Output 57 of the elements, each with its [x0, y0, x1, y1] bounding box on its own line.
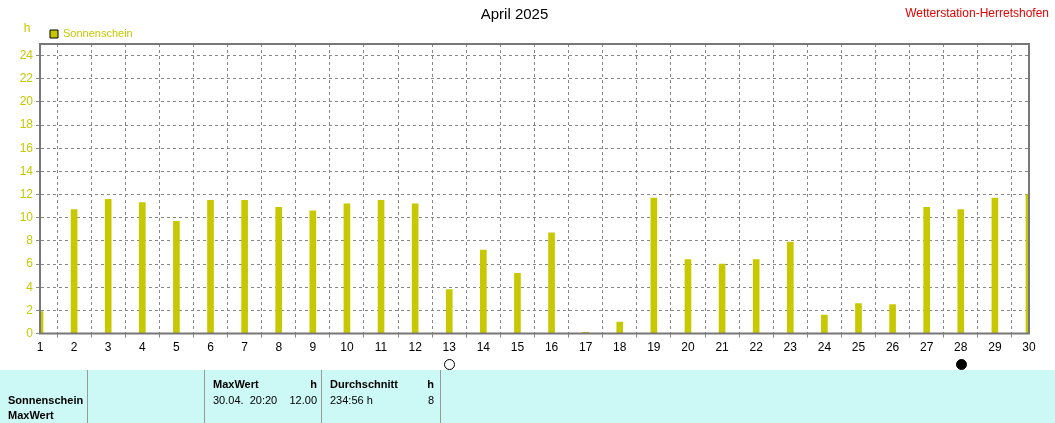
text: Durchschnitt: [330, 378, 398, 390]
x-tick-label: 7: [241, 340, 249, 355]
y-tick-label: 20: [19, 94, 34, 109]
text: 12.00: [289, 394, 317, 406]
y-tick-label: 4: [26, 279, 34, 294]
text: Wetterstation-Herretshofen: [905, 6, 1049, 20]
x-tick-label: 28: [954, 340, 968, 355]
x-tick-label: 15: [510, 340, 525, 355]
y-axis-title: h: [23, 21, 31, 35]
x-tick-label: 18: [613, 340, 627, 355]
text: Sonnenschein: [8, 394, 84, 406]
x-tick-label: 2: [70, 340, 78, 355]
y-tick-label: 0: [26, 325, 34, 340]
x-tick-label: 26: [885, 340, 900, 355]
x-tick-label: 30: [1022, 340, 1036, 355]
y-tick-label: 8: [26, 233, 34, 248]
y-tick-label: 24: [19, 47, 34, 62]
y-tick-label: 22: [19, 71, 34, 86]
y-tick-label: 16: [19, 140, 34, 155]
x-tick-label: 10: [340, 340, 354, 355]
x-tick-label: 27: [920, 340, 934, 355]
x-tick-label: 9: [309, 340, 317, 355]
text: 8: [427, 394, 434, 406]
x-tick-label: 13: [442, 340, 457, 355]
x-tick-label: 24: [817, 340, 832, 355]
x-tick-label: 5: [173, 340, 181, 355]
x-tick-label: 19: [647, 340, 661, 355]
text: h: [427, 378, 434, 390]
legend-label: Sonnenschein: [63, 27, 133, 40]
y-tick-label: 2: [26, 302, 34, 317]
x-tick-label: 4: [138, 340, 146, 355]
y-tick-label: 18: [19, 117, 34, 132]
text: 234:56 h: [330, 394, 373, 406]
x-tick-label: 11: [374, 340, 388, 355]
x-tick-label: 22: [749, 340, 764, 355]
x-tick-label: 23: [783, 340, 798, 355]
chart-title: April 2025: [480, 5, 549, 23]
text: MaxWert: [213, 378, 259, 390]
x-tick-label: 29: [988, 340, 1002, 355]
text: MaxWert: [8, 409, 54, 421]
y-tick-label: 12: [19, 186, 34, 201]
x-tick-label: 1: [36, 340, 44, 355]
x-tick-label: 12: [408, 340, 423, 355]
x-tick-label: 6: [207, 340, 215, 355]
x-tick-label: 3: [104, 340, 112, 355]
x-tick-label: 14: [476, 340, 491, 355]
y-tick-label: 10: [19, 210, 34, 225]
text: h: [310, 378, 317, 390]
x-tick-label: 16: [544, 340, 559, 355]
text: 30.04. 20:20: [213, 394, 278, 406]
x-tick-label: 25: [851, 340, 866, 355]
x-tick-label: 21: [715, 340, 730, 355]
x-tick-label: 20: [681, 340, 695, 355]
x-tick-label: 17: [578, 340, 593, 355]
y-tick-label: 6: [26, 256, 34, 271]
y-tick-label: 14: [19, 163, 34, 178]
x-tick-label: 8: [275, 340, 283, 355]
